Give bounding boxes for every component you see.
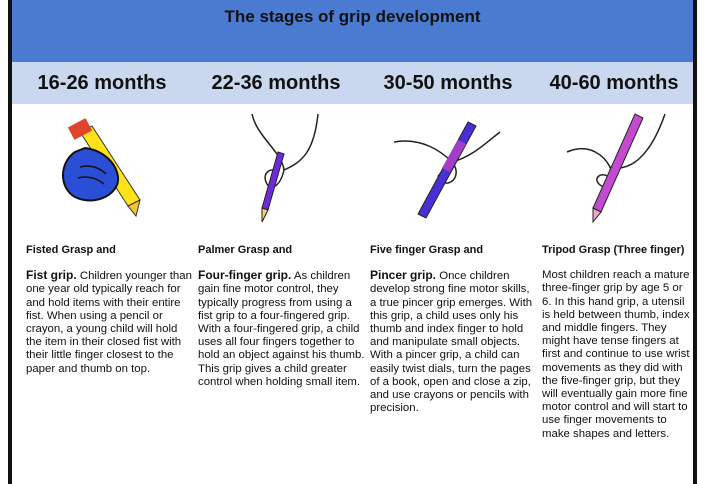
age: 16-26 months (37, 72, 167, 94)
stage-description: Most children reach a mature three-finge… (542, 269, 692, 441)
stage-lead: Fist grip. (26, 268, 77, 283)
stage-body: Children younger than one year old typic… (26, 270, 192, 375)
stage-body: As children gain fine motor control, the… (198, 270, 365, 388)
stage-description: Pincer grip. Once children develop stron… (370, 269, 538, 415)
stage-body: Most children reach a mature three-finge… (542, 269, 690, 440)
stage-lead: Pincer grip. (370, 268, 437, 283)
stage-text: Five finger Grasp and Pincer grip. Once … (370, 244, 538, 415)
stage-lead: Four-finger grip. (198, 268, 292, 283)
frame (8, 0, 697, 484)
stage-text: Palmer Grasp and Four-finger grip. As ch… (198, 244, 366, 389)
stage-heading: Palmer Grasp and (198, 244, 293, 256)
age: 30-50 months (383, 72, 513, 94)
title: The stages of grip development (12, 0, 693, 62)
grip-image (566, 113, 666, 224)
stage-body: Once children develop strong fine motor … (370, 270, 533, 415)
age: 22-36 months (211, 72, 341, 94)
grip-image (251, 113, 319, 223)
stage-text: Tripod Grasp (Three finger) Most childre… (542, 244, 692, 441)
stage-description: Four-finger grip. As children gain fine … (198, 269, 366, 389)
grip-image (393, 121, 501, 219)
stage-text: Fisted Grasp and Fist grip. Children you… (26, 244, 194, 376)
grip-image (40, 112, 150, 224)
stage-heading: Five finger Grasp and (370, 244, 484, 256)
age: 40-60 months (549, 72, 679, 94)
stage-heading: Fisted Grasp and (26, 244, 116, 256)
age-row (12, 62, 693, 104)
stage-description: Fist grip. Children younger than one yea… (26, 269, 194, 376)
stage-heading: Tripod Grasp (Three finger) (542, 244, 685, 256)
